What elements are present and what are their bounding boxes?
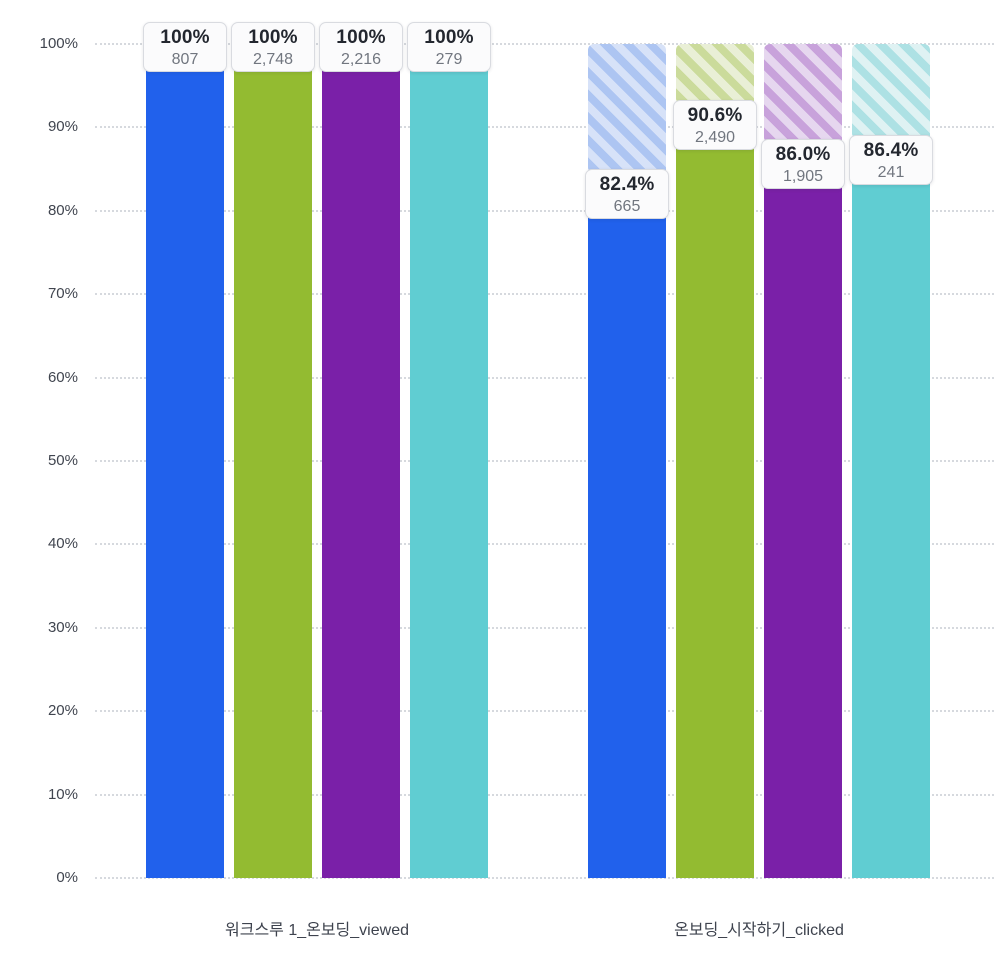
bar-count-value: 2,748 [252, 51, 294, 68]
bar-segment [146, 44, 224, 878]
bar-count-value: 2,216 [340, 51, 382, 68]
y-tick-label: 10% [47, 785, 78, 803]
bar-count-value: 1,905 [782, 167, 824, 185]
y-tick-label: 40% [47, 535, 78, 553]
bar-remainder-hatch [588, 44, 666, 191]
funnel-bar-segment-teal-step1[interactable] [410, 44, 488, 878]
funnel-bar-segment-purple-step1[interactable] [322, 44, 400, 878]
gridline [95, 376, 994, 379]
bar-value-label: 100% 2,748 [231, 22, 315, 72]
bar-percent-value: 100% [336, 27, 386, 48]
gridline [95, 626, 994, 629]
gridline [95, 293, 994, 296]
bar-value-label: 82.4% 665 [585, 168, 669, 219]
gridline [95, 209, 994, 212]
bar-percent-value: 90.6% [687, 105, 743, 127]
bar-segment [676, 122, 754, 878]
y-tick-label: 70% [47, 285, 78, 303]
x-category-label: 온보딩_시작하기_clicked [674, 922, 844, 939]
bar-percent-value: 82.4% [599, 173, 655, 195]
bar-count-value: 241 [877, 164, 905, 182]
x-category-label: 워크스루 1_온보딩_viewed [225, 922, 409, 939]
bar-segment [234, 44, 312, 878]
gridline [95, 877, 994, 879]
bar-percent-value: 100% [248, 27, 298, 48]
bar-segment [764, 160, 842, 878]
bar-segment [852, 157, 930, 878]
gridline [95, 460, 994, 462]
bar-value-label: 100% 807 [143, 22, 227, 72]
gridline [95, 543, 994, 546]
gridline [95, 710, 994, 713]
funnel-bar-segment-blue-step2[interactable] [588, 44, 666, 878]
bar-percent-value: 86.4% [863, 140, 919, 162]
y-tick-label: 60% [47, 368, 78, 386]
bar-value-label: 100% 2,216 [319, 22, 403, 72]
y-tick-label: 20% [47, 702, 78, 720]
bar-percent-value: 86.0% [775, 143, 831, 165]
y-tick-label: 50% [47, 452, 78, 469]
bar-segment [322, 44, 400, 878]
gridline [95, 793, 994, 796]
bar-percent-value: 100% [160, 27, 210, 48]
y-tick-label: 30% [47, 618, 78, 636]
bar-segment [588, 190, 666, 878]
bar-value-label: 86.0% 1,905 [761, 138, 845, 189]
gridline [95, 126, 994, 129]
bar-value-label: 100% 279 [407, 22, 491, 72]
bar-value-label: 90.6% 2,490 [673, 100, 757, 151]
y-tick-label: 80% [47, 201, 78, 219]
bar-percent-value: 100% [424, 27, 474, 48]
funnel-bar-segment-blue-step1[interactable] [146, 44, 224, 878]
y-tick-label: 100% [39, 35, 78, 52]
bar-value-label: 86.4% 241 [849, 135, 933, 186]
bar-count-value: 279 [435, 51, 463, 68]
gridline [95, 43, 994, 45]
bar-segment [410, 44, 488, 878]
funnel-bar-segment-green-step2[interactable] [676, 44, 754, 878]
bar-count-value: 807 [171, 51, 199, 68]
bar-count-value: 2,490 [694, 129, 736, 147]
y-tick-label: 0% [56, 869, 78, 886]
bar-count-value: 665 [613, 197, 641, 215]
funnel-bar-segment-green-step1[interactable] [234, 44, 312, 878]
y-tick-label: 90% [47, 118, 78, 136]
